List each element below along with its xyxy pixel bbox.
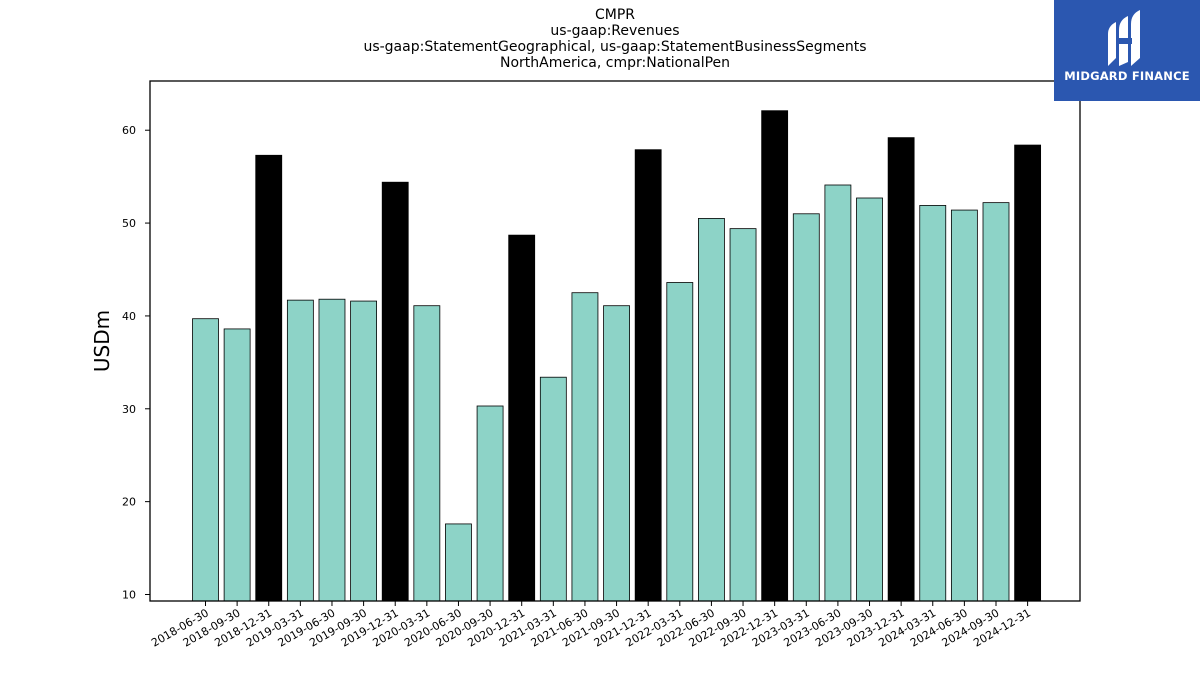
bar-2018-12-31 — [255, 154, 283, 602]
bar-2020-09-30 — [476, 405, 504, 602]
bar-2019-03-31 — [286, 299, 314, 602]
bar-2022-09-30 — [729, 228, 757, 602]
bar-2023-09-30 — [856, 197, 883, 602]
logo-text: MIDGARD FINANCE — [1064, 69, 1190, 83]
title-company: CMPR — [594, 7, 636, 23]
bar-2019-09-30 — [350, 300, 378, 602]
midgard-finance-logo: MIDGARD FINANCE — [1054, 0, 1200, 101]
plot-frame — [149, 80, 1081, 602]
bar-2020-03-31 — [413, 305, 441, 602]
y-tick-label-40: 40 — [122, 310, 136, 323]
bar-2024-06-30 — [950, 209, 978, 602]
bar-2020-12-31 — [508, 234, 536, 602]
bar-2023-12-31 — [887, 137, 915, 602]
bar-2021-03-31 — [539, 376, 567, 602]
bar-2023-03-31 — [792, 213, 820, 602]
bar-2022-12-31 — [761, 110, 789, 602]
bar-2019-12-31 — [381, 181, 409, 602]
bar-2018-09-30 — [223, 328, 251, 602]
title-members: NorthAmerica, cmpr:NationalPen — [499, 55, 731, 71]
y-tick-label-60: 60 — [122, 124, 136, 137]
bar-2022-03-31 — [666, 282, 694, 602]
bar-2021-12-31 — [634, 149, 662, 602]
bar-2018-06-30 — [192, 318, 219, 602]
bar-2024-03-31 — [919, 205, 947, 602]
bar-2019-06-30 — [318, 298, 346, 602]
y-tick-label-10: 10 — [122, 589, 136, 602]
title-axes: us-gaap:StatementGeographical, us-gaap:S… — [363, 39, 867, 55]
bar-2020-06-30 — [445, 523, 472, 602]
y-axis-label: USDm — [90, 310, 114, 372]
midgard-logo-icon — [1108, 10, 1140, 66]
y-tick-label-30: 30 — [122, 403, 136, 416]
y-tick-label-50: 50 — [122, 217, 136, 230]
bar-2024-09-30 — [982, 202, 1010, 602]
bar-2021-09-30 — [603, 305, 630, 602]
bar-2021-06-30 — [571, 292, 599, 602]
bar-2022-06-30 — [698, 218, 725, 602]
bar-2023-06-30 — [824, 184, 852, 602]
y-tick-label-20: 20 — [122, 496, 136, 509]
bar-2024-12-31 — [1014, 144, 1042, 602]
title-concept: us-gaap:Revenues — [550, 23, 680, 39]
